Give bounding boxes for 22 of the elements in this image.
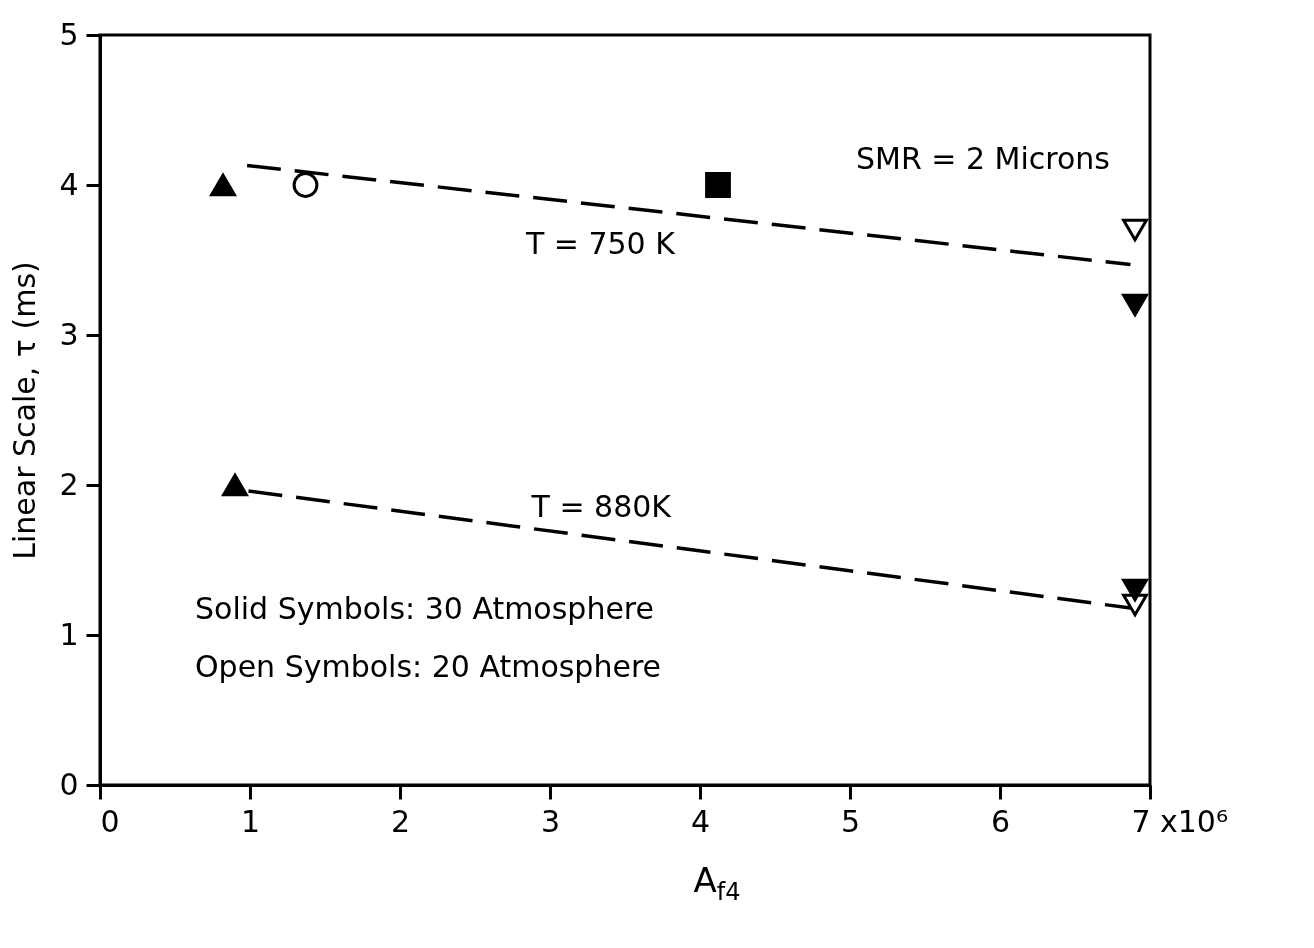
annotation: Solid Symbols: 30 Atmosphere <box>195 591 654 626</box>
x-tick-label: 0 <box>100 803 120 839</box>
y-tick-label: 5 <box>59 16 79 52</box>
y-tick-label: 2 <box>59 466 79 502</box>
annotation: Open Symbols: 20 Atmosphere <box>195 649 662 684</box>
x-tick-label: 4 <box>690 803 711 839</box>
y-tick-label: 3 <box>59 316 79 352</box>
y-tick-label: 1 <box>59 616 79 652</box>
series-label: T = 880K <box>530 488 673 524</box>
x-tick-label: 2 <box>390 803 411 839</box>
series-label: T = 750 K <box>524 226 677 262</box>
annotation: SMR = 2 Microns <box>856 141 1110 176</box>
text: x10⁶ <box>1160 804 1228 839</box>
x-tick-label: 5 <box>840 803 861 839</box>
x-tick-label: 7 <box>1131 803 1151 839</box>
x-tick-label: 6 <box>990 803 1011 839</box>
x-axis-title: A$_{f4}$ <box>692 860 742 906</box>
x-tick-label: 1 <box>240 803 261 839</box>
x-tick-label: 3 <box>540 803 561 839</box>
y-tick-label: 0 <box>59 766 79 802</box>
y-axis-title: Linear Scale, τ (ms) <box>7 261 43 560</box>
y-tick-label: 4 <box>59 166 79 202</box>
